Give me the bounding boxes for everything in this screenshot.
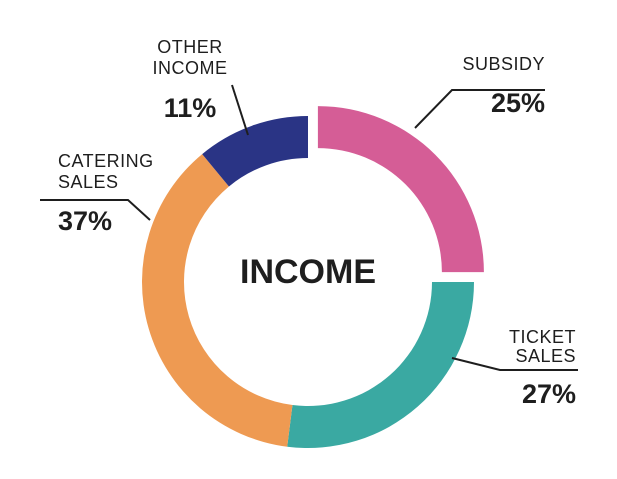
slice-ticket-sales — [287, 282, 474, 448]
slice-labels: SUBSIDY25%TICKETSALES27%CATERINGSALES37%… — [58, 37, 576, 409]
slice-label-percent: 37% — [58, 206, 112, 236]
slice-label-name: INCOME — [153, 58, 228, 78]
donut-slices — [141, 106, 484, 448]
leader-line — [40, 199, 151, 221]
slice-catering-sales — [141, 154, 293, 447]
slice-label-name: CATERING — [58, 151, 154, 171]
slice-label-percent: 25% — [491, 88, 545, 118]
slice-label-name: TICKET — [509, 327, 576, 347]
chart-title: INCOME — [240, 253, 376, 291]
slice-label-percent: 11% — [164, 93, 217, 123]
slice-label-name: SUBSIDY — [462, 54, 545, 74]
slice-label-name: OTHER — [157, 37, 223, 57]
slice-label-name: SALES — [58, 172, 119, 192]
slice-label-name: SALES — [515, 346, 576, 366]
slice-label-percent: 27% — [522, 379, 576, 409]
leader-line — [451, 357, 578, 371]
leader-line — [414, 89, 545, 129]
slice-subsidy — [317, 106, 484, 273]
leader-lines — [40, 84, 578, 371]
slice-other-income — [202, 116, 308, 187]
leader-line — [231, 84, 249, 136]
